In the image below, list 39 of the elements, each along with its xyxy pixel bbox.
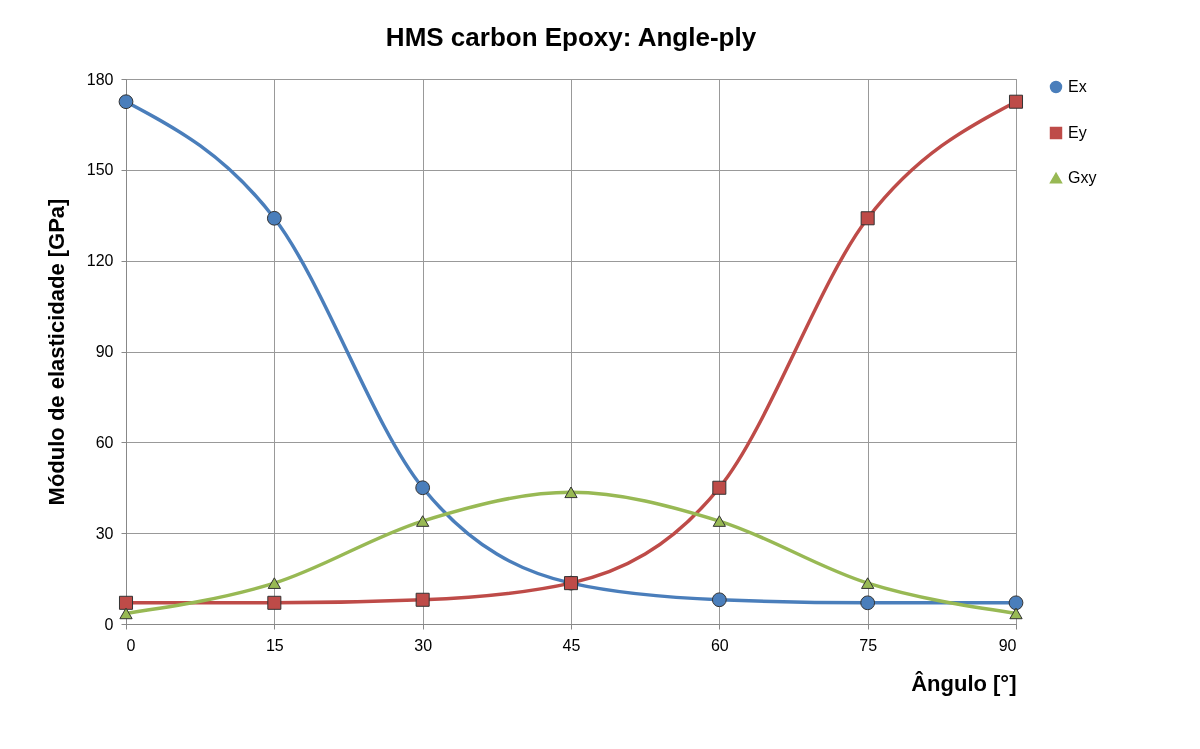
point [860,211,875,226]
point [118,94,134,110]
x-tick-label: 75 [859,636,878,654]
y-tick-label: 0 [104,615,114,633]
x-tick-label: 45 [562,636,581,654]
chart-title: HMS carbon Epoxy: Angle-ply [385,22,757,52]
point [267,595,282,610]
point [415,480,431,496]
legend-label: Gxy [1068,169,1097,186]
point [266,210,282,226]
legend-label: Ey [1068,124,1087,141]
point [861,577,875,589]
y-axis-title: Módulo de elasticidade [GPa] [43,198,69,506]
point [860,595,876,611]
x-tick-label: 30 [414,636,433,654]
point [416,515,430,527]
point [712,480,727,495]
point [267,577,281,589]
point [415,592,430,607]
y-tick-label: 180 [86,70,114,88]
x-axis-title: Ângulo [°] [911,670,1017,696]
y-tick-label: 30 [95,524,114,542]
y-tick-label: 120 [86,252,114,270]
point [712,515,726,527]
x-tick-label: 0 [126,636,136,654]
x-tick-label: 90 [998,636,1017,654]
y-tick-label: 60 [95,433,114,451]
point [711,592,727,608]
point [1009,607,1023,620]
y-tick-label: 90 [95,343,114,360]
legend-label: Ex [1068,78,1087,95]
point [118,595,134,610]
point [1008,94,1024,109]
y-tick-label: 150 [86,161,114,179]
point [119,607,133,620]
point [564,486,578,499]
x-tick-label: 60 [710,636,729,654]
point [1008,595,1024,611]
x-tick-label: 15 [265,636,284,654]
